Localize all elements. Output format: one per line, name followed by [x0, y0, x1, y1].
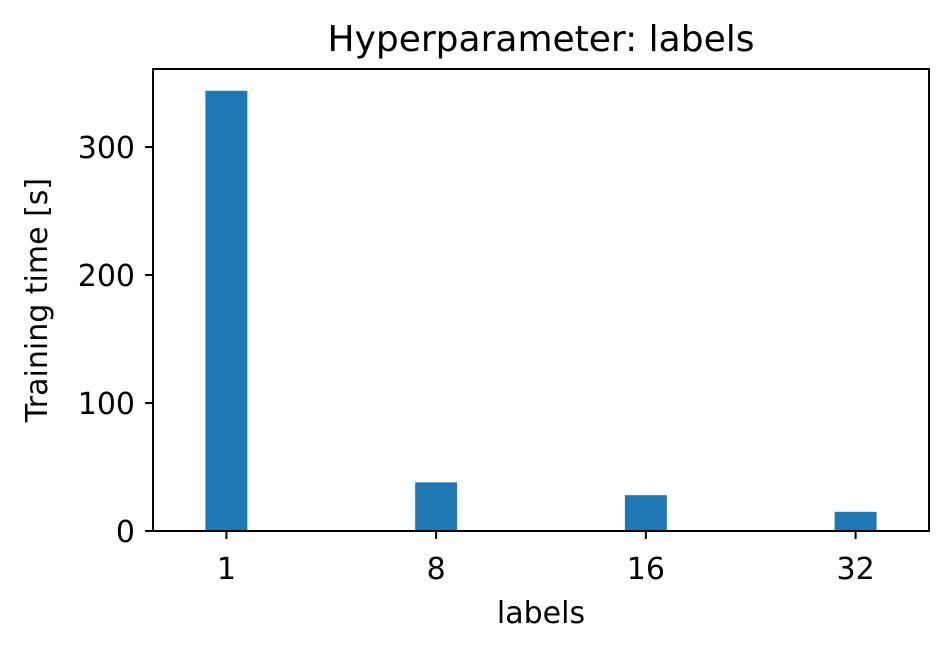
y-tick-label: 100 [78, 387, 135, 422]
x-axis-label: labels [497, 596, 585, 631]
plot-frame [152, 68, 930, 532]
x-tick-label: 8 [427, 552, 446, 587]
y-tick-label: 0 [116, 515, 135, 550]
bar-32 [834, 511, 877, 531]
y-tick-label: 300 [78, 131, 135, 166]
x-tick-label: 16 [627, 552, 665, 587]
y-tick-label: 200 [78, 259, 135, 294]
ticks-layer: 1 8 16 32 0 100 200 300 [78, 131, 875, 587]
chart-title: Hyperparameter: labels [328, 19, 755, 60]
x-tick-label: 32 [837, 552, 875, 587]
bar-16 [624, 495, 667, 531]
bars-layer [205, 90, 877, 532]
y-axis-label: Training time [s] [20, 178, 55, 423]
bar-1 [205, 90, 248, 532]
x-tick-label: 1 [217, 552, 236, 587]
bar-8 [415, 482, 458, 531]
